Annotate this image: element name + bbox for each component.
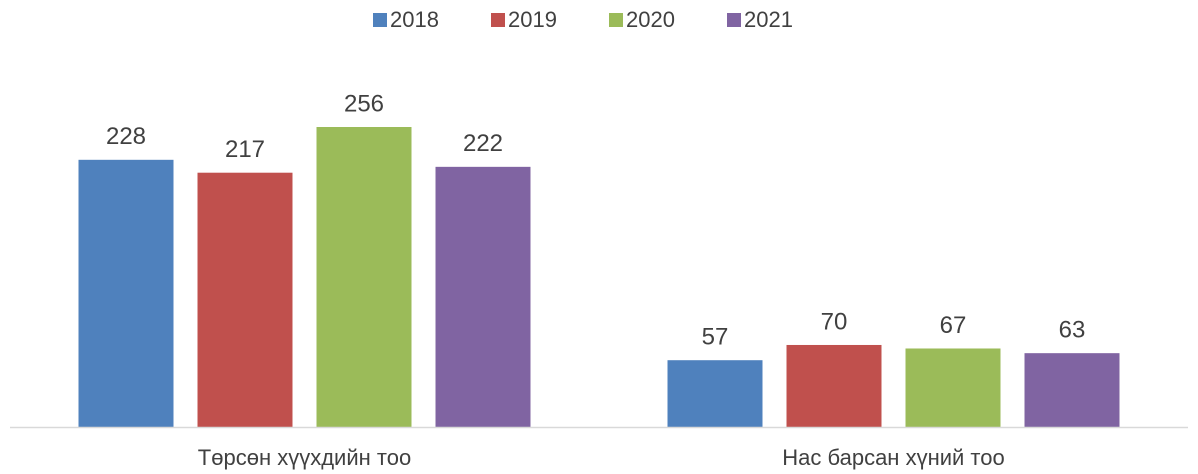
- data-label: 67: [940, 312, 967, 339]
- bar: [78, 159, 174, 427]
- bar: [197, 172, 293, 427]
- x-tick-label: Төрсөн хүүхдийн тоо: [198, 445, 411, 470]
- data-label: 63: [1059, 317, 1086, 344]
- data-label: 70: [821, 308, 848, 335]
- legend-swatch: [491, 13, 505, 27]
- data-label: 222: [463, 130, 503, 157]
- x-tick-label: Нас барсан хүний тоо: [782, 445, 1004, 470]
- bar: [1024, 353, 1120, 427]
- legend-label: 2019: [508, 7, 557, 32]
- bar: [786, 344, 882, 427]
- bar: [667, 360, 763, 427]
- legend-label: 2018: [390, 7, 439, 32]
- legend-label: 2021: [744, 7, 793, 32]
- data-label: 256: [344, 90, 384, 117]
- data-label: 217: [225, 136, 265, 163]
- bar: [435, 166, 531, 427]
- legend-swatch: [609, 13, 623, 27]
- legend-swatch: [373, 13, 387, 27]
- data-label: 228: [106, 123, 146, 150]
- bar: [316, 127, 412, 427]
- legend-swatch: [727, 13, 741, 27]
- bar: [905, 348, 1001, 427]
- legend-label: 2020: [626, 7, 675, 32]
- data-label: 57: [702, 324, 729, 351]
